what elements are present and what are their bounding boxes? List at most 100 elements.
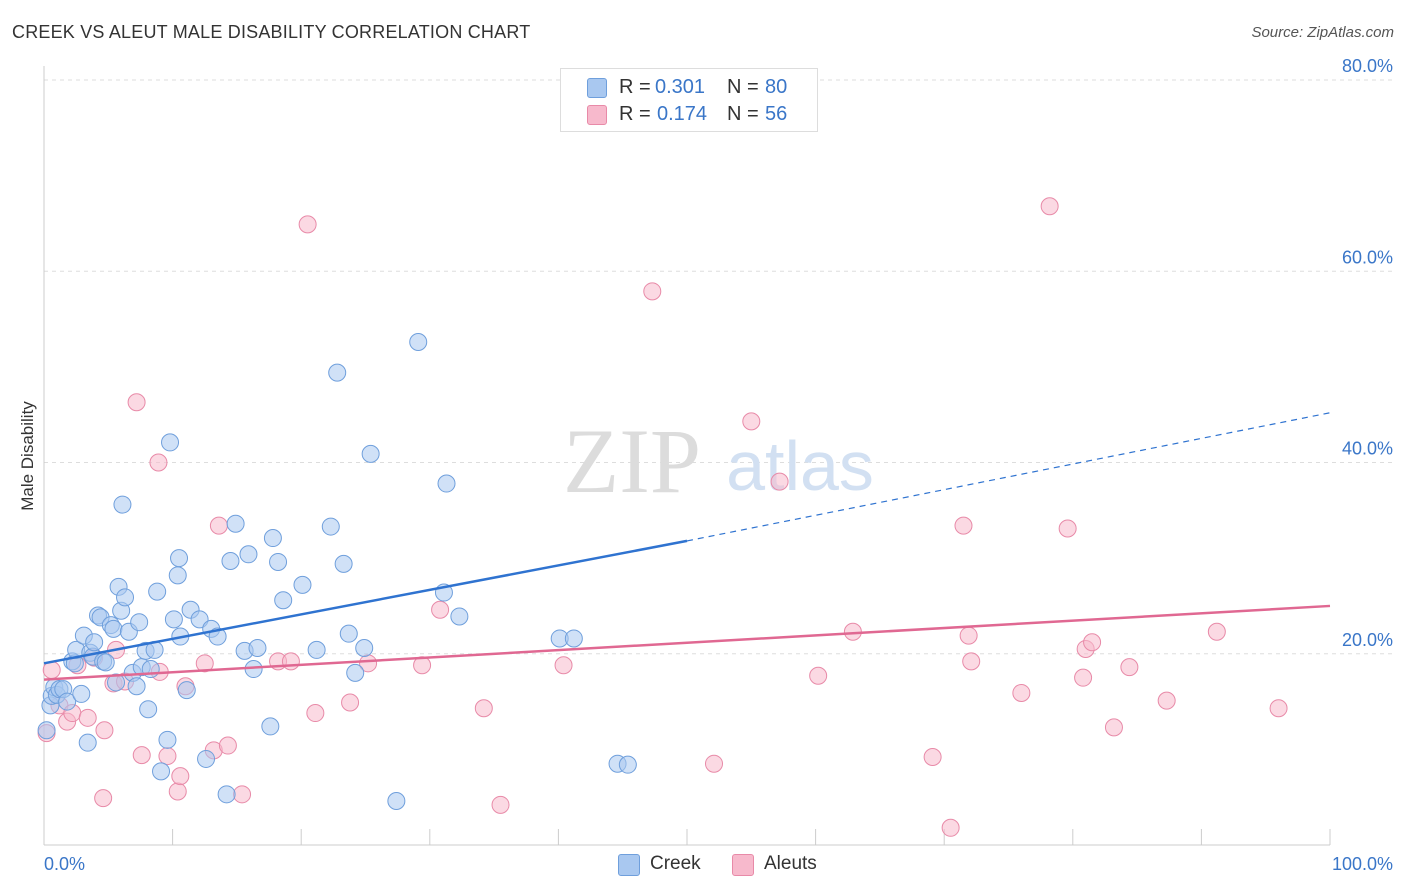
aleuts-point: [218, 736, 237, 755]
creek-trend-line: [43, 539, 688, 665]
aleuts-point: [1120, 658, 1139, 677]
creek-point: [177, 681, 196, 700]
creek-point: [217, 785, 236, 804]
legend-n-label: N =: [727, 103, 759, 125]
legend-n-value: 80: [765, 76, 788, 98]
y-tick-label: 60.0%: [1342, 247, 1393, 267]
creek-point: [346, 663, 365, 682]
creek-point: [226, 514, 245, 533]
aleuts-point: [809, 666, 828, 685]
creek-point: [107, 673, 126, 692]
trend-lines: [43, 412, 1331, 681]
creek-swatch: [587, 78, 607, 98]
aleuts-point: [158, 747, 177, 766]
aleuts-point: [1104, 718, 1123, 737]
creek-point: [148, 582, 167, 601]
creek-point: [113, 495, 132, 514]
aleuts-point: [941, 818, 960, 837]
creek-point: [437, 474, 456, 493]
legend-n-label: N =: [727, 76, 759, 98]
aleuts-point: [168, 782, 187, 801]
creek-point: [152, 762, 171, 781]
creek-point: [139, 700, 158, 719]
creek-point: [164, 610, 183, 629]
legend-n-value: 56: [765, 103, 788, 125]
aleuts-point: [554, 656, 573, 675]
creek-point: [321, 517, 340, 536]
aleuts-point: [923, 748, 942, 767]
creek-point: [618, 755, 637, 774]
aleuts-point: [705, 754, 724, 773]
creek-point: [161, 433, 180, 452]
creek-point: [168, 566, 187, 585]
creek-point: [37, 721, 56, 740]
aleuts-trend-line: [43, 604, 1331, 681]
aleuts-swatch: [587, 105, 607, 125]
creek-point: [239, 545, 258, 564]
creek-point: [334, 554, 353, 573]
aleuts-point: [1083, 633, 1102, 652]
creek-point: [190, 610, 209, 629]
creek-point: [274, 591, 293, 610]
aleuts-point: [742, 412, 761, 431]
aleuts-point: [643, 282, 662, 301]
creek-point: [248, 639, 267, 658]
creek-point: [85, 633, 104, 652]
creek-point: [221, 551, 240, 570]
aleuts-point: [962, 652, 981, 671]
y-tick-label: 80.0%: [1342, 56, 1393, 76]
aleuts-point: [959, 626, 978, 645]
creek-point: [130, 613, 149, 632]
creek-point: [116, 588, 135, 607]
aleuts-point: [1058, 519, 1077, 538]
creek-swatch: [618, 854, 640, 876]
y-tick-label: 40.0%: [1342, 439, 1393, 459]
creek-point: [261, 717, 280, 736]
aleuts-point: [94, 789, 113, 808]
creek-point: [361, 444, 380, 463]
aleuts-point: [431, 600, 450, 619]
data-points: [37, 197, 1288, 837]
creek-point: [170, 549, 189, 568]
creek-point: [78, 733, 97, 752]
aleuts-point: [298, 215, 317, 234]
legend-r-label: R =: [619, 76, 651, 98]
aleuts-point: [1157, 691, 1176, 710]
aleuts-point: [195, 654, 214, 673]
tick-labels: 20.0% 40.0% 60.0% 80.0% 0.0% 100.0%: [44, 56, 1393, 874]
creek-point: [96, 653, 115, 672]
creek-point: [127, 677, 146, 696]
aleuts-point: [1040, 197, 1059, 216]
creek-point: [293, 575, 312, 594]
x-tick-label: 100.0%: [1332, 854, 1393, 874]
bottom-legend-label: Aleuts: [764, 853, 817, 874]
aleuts-point: [132, 746, 151, 765]
creek-point: [269, 552, 288, 571]
watermark-zip: ZIP: [563, 410, 701, 512]
aleuts-point: [1074, 668, 1093, 687]
creek-point: [450, 607, 469, 626]
creek-point: [263, 529, 282, 548]
watermark-atlas: atlas: [726, 427, 874, 505]
aleuts-point: [127, 393, 146, 412]
y-tick-label: 20.0%: [1342, 630, 1393, 650]
creek-point: [387, 792, 406, 811]
creek-point: [72, 684, 91, 703]
creek-point: [328, 363, 347, 382]
aleuts-point: [474, 699, 493, 718]
aleuts-point: [149, 453, 168, 472]
aleuts-point: [954, 516, 973, 535]
creek-point: [409, 333, 428, 352]
chart-title: CREEK VS ALEUT MALE DISABILITY CORRELATI…: [12, 22, 531, 42]
legend-r-value: 0.174: [657, 103, 708, 125]
creek-point: [564, 629, 583, 648]
legend-r-label: R =: [619, 103, 651, 125]
watermark: ZIP atlas: [563, 410, 874, 512]
aleuts-point: [341, 693, 360, 712]
creek-point: [104, 619, 123, 638]
aleuts-point: [95, 721, 114, 740]
creek-point: [58, 692, 77, 711]
axes: [43, 66, 1331, 846]
aleuts-point: [491, 795, 510, 814]
